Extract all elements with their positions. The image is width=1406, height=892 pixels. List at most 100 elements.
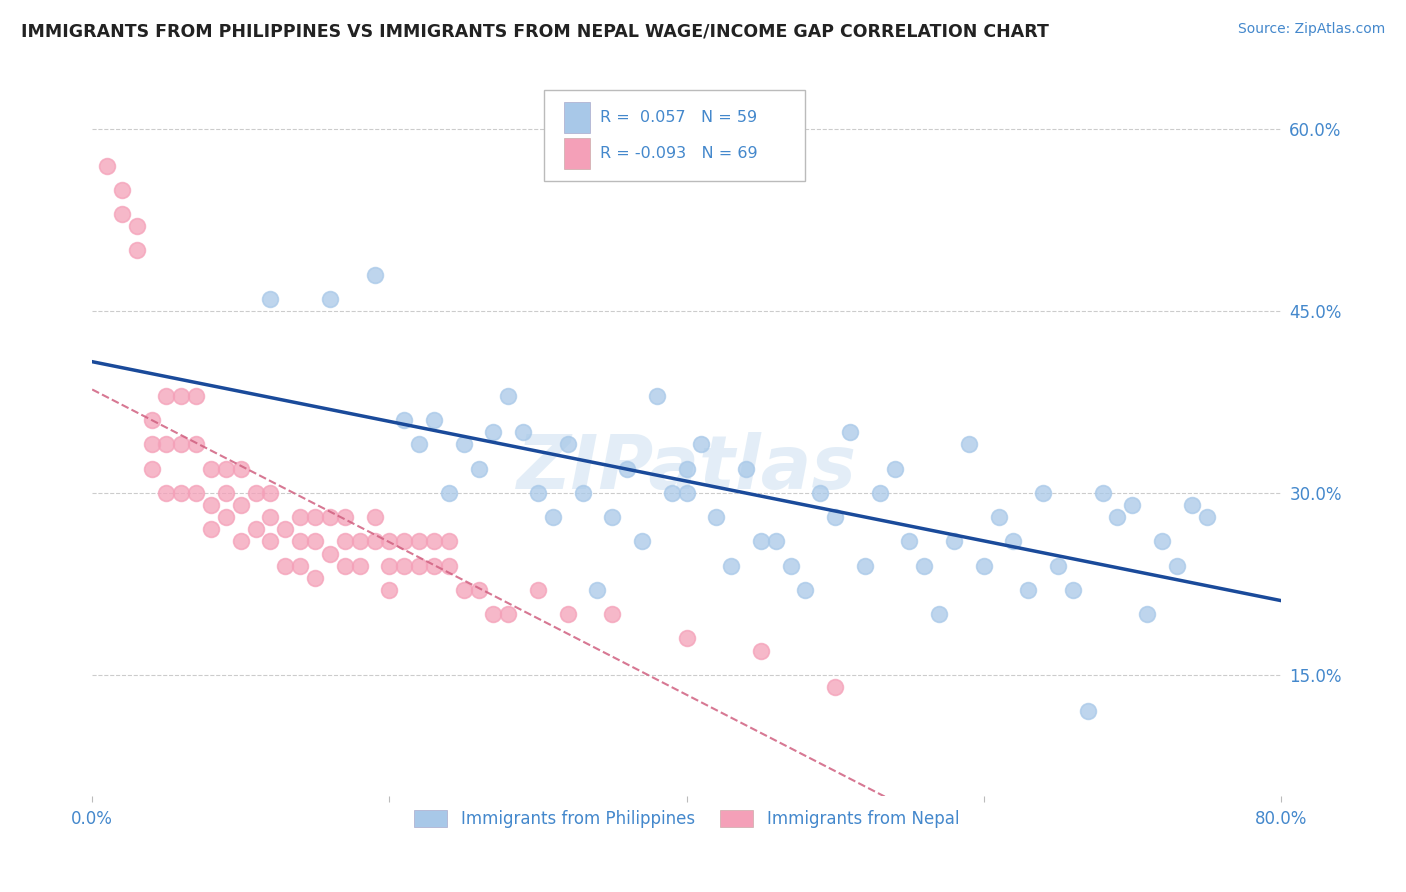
Point: [1107, 510, 1129, 524]
Point: [527, 486, 550, 500]
Point: [912, 558, 935, 573]
Point: [259, 486, 281, 500]
Point: [394, 413, 416, 427]
Point: [749, 643, 772, 657]
Point: [1121, 498, 1143, 512]
Point: [690, 437, 713, 451]
Point: [675, 486, 697, 500]
Point: [215, 486, 238, 500]
Point: [259, 534, 281, 549]
Point: [408, 534, 430, 549]
Point: [1136, 607, 1159, 622]
Point: [378, 534, 401, 549]
Point: [333, 558, 356, 573]
Point: [304, 534, 326, 549]
Point: [378, 582, 401, 597]
Point: [333, 534, 356, 549]
Point: [661, 486, 683, 500]
Point: [96, 159, 118, 173]
Point: [720, 558, 742, 573]
Point: [437, 558, 460, 573]
Point: [259, 510, 281, 524]
Point: [557, 607, 579, 622]
Point: [496, 389, 519, 403]
Point: [200, 522, 222, 536]
Point: [1181, 498, 1204, 512]
Point: [290, 534, 312, 549]
Point: [675, 632, 697, 646]
Bar: [564, 102, 591, 133]
Text: R = -0.093   N = 69: R = -0.093 N = 69: [600, 146, 758, 161]
Point: [704, 510, 727, 524]
Point: [853, 558, 876, 573]
Point: [290, 558, 312, 573]
Point: [600, 607, 623, 622]
Point: [749, 534, 772, 549]
Point: [453, 582, 475, 597]
Point: [141, 461, 163, 475]
Point: [928, 607, 950, 622]
Point: [245, 522, 267, 536]
Point: [482, 425, 505, 440]
Point: [155, 486, 177, 500]
Point: [437, 486, 460, 500]
Point: [290, 510, 312, 524]
Text: Source: ZipAtlas.com: Source: ZipAtlas.com: [1237, 22, 1385, 37]
Text: R =  0.057   N = 59: R = 0.057 N = 59: [600, 110, 756, 125]
Point: [125, 244, 148, 258]
Point: [363, 534, 385, 549]
Point: [1062, 582, 1084, 597]
Point: [229, 534, 252, 549]
Point: [304, 571, 326, 585]
Point: [808, 486, 831, 500]
Point: [1002, 534, 1025, 549]
Point: [973, 558, 995, 573]
Point: [319, 510, 342, 524]
Point: [883, 461, 905, 475]
Point: [987, 510, 1010, 524]
Point: [1077, 704, 1099, 718]
Point: [349, 534, 371, 549]
Point: [1047, 558, 1070, 573]
Point: [274, 522, 297, 536]
Point: [557, 437, 579, 451]
Point: [170, 389, 193, 403]
Point: [571, 486, 593, 500]
Point: [898, 534, 921, 549]
Point: [423, 558, 446, 573]
Point: [586, 582, 609, 597]
Point: [482, 607, 505, 622]
Legend: Immigrants from Philippines, Immigrants from Nepal: Immigrants from Philippines, Immigrants …: [408, 804, 966, 835]
Point: [333, 510, 356, 524]
Point: [125, 219, 148, 234]
Point: [155, 437, 177, 451]
Point: [467, 461, 489, 475]
Point: [186, 437, 208, 451]
Point: [141, 413, 163, 427]
Text: IMMIGRANTS FROM PHILIPPINES VS IMMIGRANTS FROM NEPAL WAGE/INCOME GAP CORRELATION: IMMIGRANTS FROM PHILIPPINES VS IMMIGRANT…: [21, 22, 1049, 40]
Text: ZIPatlas: ZIPatlas: [516, 433, 856, 505]
Point: [675, 461, 697, 475]
Point: [839, 425, 862, 440]
Point: [824, 680, 846, 694]
Point: [319, 292, 342, 306]
Point: [111, 207, 134, 221]
Point: [527, 582, 550, 597]
Point: [259, 292, 281, 306]
Bar: [564, 138, 591, 169]
Point: [541, 510, 564, 524]
Point: [869, 486, 891, 500]
Point: [600, 510, 623, 524]
Point: [631, 534, 654, 549]
Point: [186, 486, 208, 500]
Point: [1091, 486, 1114, 500]
Point: [170, 437, 193, 451]
Point: [1166, 558, 1188, 573]
Point: [141, 437, 163, 451]
Point: [304, 510, 326, 524]
Point: [735, 461, 758, 475]
Point: [957, 437, 980, 451]
Point: [200, 498, 222, 512]
Point: [1032, 486, 1054, 500]
Point: [794, 582, 817, 597]
